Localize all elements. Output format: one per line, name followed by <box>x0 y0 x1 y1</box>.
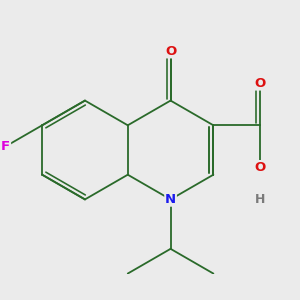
Text: H: H <box>255 193 266 206</box>
Text: F: F <box>1 140 10 153</box>
Text: O: O <box>165 45 176 58</box>
Text: O: O <box>255 77 266 90</box>
Text: O: O <box>255 161 266 174</box>
Text: N: N <box>165 193 176 206</box>
